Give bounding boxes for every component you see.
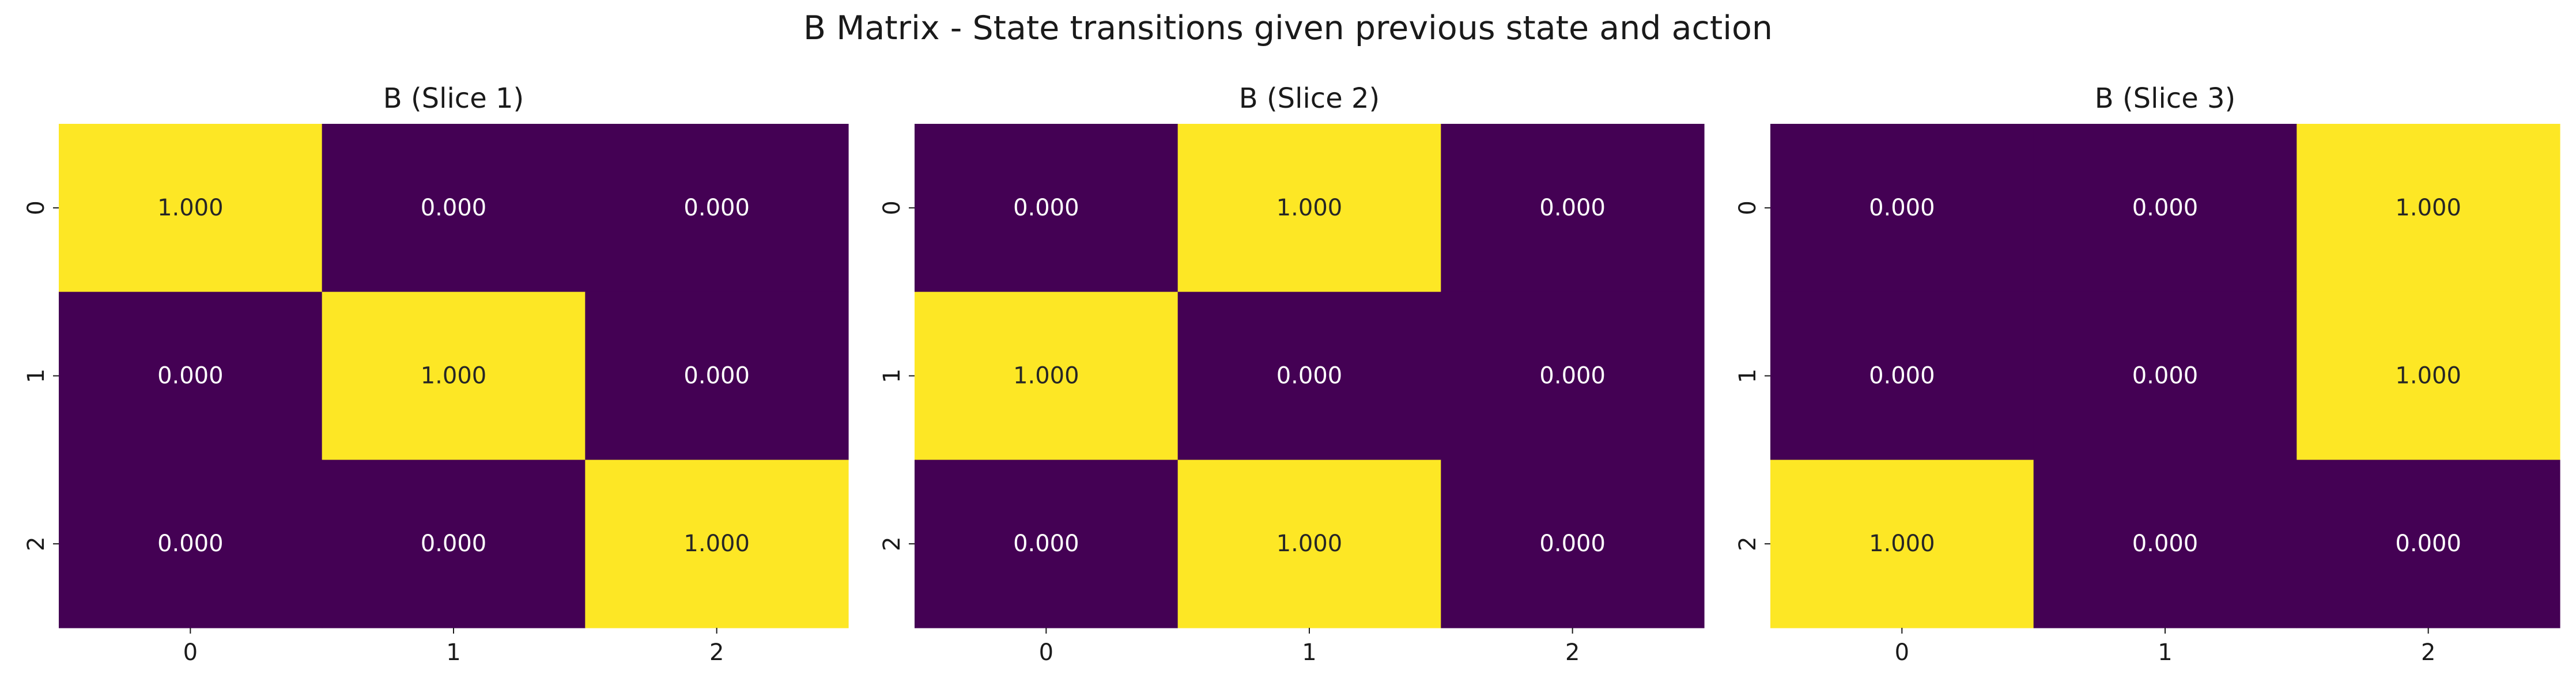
cell-value-label: 0.000 [1539, 363, 1606, 389]
y-tick-label: 0 [1735, 200, 1761, 215]
heatmap-cell [1770, 460, 2034, 628]
y-tick-label: 2 [23, 536, 50, 551]
x-tick-label: 2 [1565, 639, 1580, 666]
y-tick-label: 2 [1735, 536, 1761, 551]
heatmap-cell [2297, 291, 2560, 460]
heatmap-cell [1177, 124, 1441, 293]
x-tick-label: 0 [1895, 639, 1909, 666]
cell-value-label: 0.000 [683, 195, 750, 221]
y-tick-label: 1 [23, 369, 50, 383]
cell-value-label: 0.000 [1539, 195, 1606, 221]
cell-value-label: 1.000 [1276, 195, 1343, 221]
cell-value-label: 0.000 [2395, 530, 2461, 557]
cell-value-label: 1.000 [683, 530, 750, 557]
cell-value-label: 0.000 [2132, 530, 2199, 557]
heatmap-cell [59, 124, 323, 293]
x-tick-label: 1 [2158, 639, 2172, 666]
x-tick-label: 1 [446, 639, 460, 666]
cell-value-label: 1.000 [1276, 530, 1343, 557]
panel-title: B (Slice 1) [383, 82, 524, 115]
heatmap-panel-3: B (Slice 3) 0.000 0.000 1.000 0.000 0.000 1.00… [1735, 82, 2560, 666]
heatmap-cell [1177, 291, 1441, 460]
y-tick-label: 2 [879, 536, 905, 551]
cell-value-label: 0.000 [1869, 363, 1935, 389]
heatmap-cell [1770, 124, 2034, 293]
cell-value-label: 1.000 [421, 363, 487, 389]
cell-value-label: 0.000 [1276, 363, 1343, 389]
cell-value-label: 1.000 [1869, 530, 1935, 557]
cell-value-label: 0.000 [157, 363, 224, 389]
heatmap-cell [322, 291, 586, 460]
chart-title: B Matrix - State transitions given previ… [803, 9, 1773, 47]
heatmap-cell [2297, 124, 2560, 293]
panel-title: B (Slice 3) [2095, 82, 2236, 115]
heatmap-cell [915, 124, 1179, 293]
cell-value-label: 0.000 [683, 363, 750, 389]
cell-value-label: 1.000 [2395, 363, 2461, 389]
heatmap-cell [1770, 291, 2034, 460]
panel-title: B (Slice 2) [1239, 82, 1380, 115]
heatmap-cell [322, 124, 586, 293]
y-tick-label: 0 [23, 200, 50, 215]
heatmap-cell [1441, 291, 1705, 460]
y-tick-label: 0 [879, 200, 905, 215]
cell-value-label: 0.000 [421, 530, 487, 557]
cell-value-label: 0.000 [2132, 195, 2199, 221]
heatmap-panel-1: B (Slice 1) 1.000 0.000 0.000 0.000 1.000 0.00… [23, 82, 849, 666]
cell-value-label: 0.000 [2132, 363, 2199, 389]
y-tick-label: 1 [879, 369, 905, 383]
cell-value-label: 1.000 [157, 195, 224, 221]
x-tick-label: 1 [1302, 639, 1316, 666]
x-tick-label: 2 [709, 639, 724, 666]
cell-value-label: 0.000 [1539, 530, 1606, 557]
heatmap-panel-2: B (Slice 2) 0.000 1.000 0.000 1.000 0.000 0.00… [879, 82, 1705, 666]
heatmap-cell [585, 460, 849, 628]
cell-value-label: 0.000 [1013, 195, 1079, 221]
heatmap-cell [1177, 460, 1441, 628]
cell-value-label: 1.000 [2395, 195, 2461, 221]
cell-value-label: 0.000 [1869, 195, 1935, 221]
heatmap-cell [1441, 124, 1705, 293]
cell-value-label: 0.000 [421, 195, 487, 221]
heatmap-cell [2033, 460, 2297, 628]
x-tick-label: 0 [183, 639, 198, 666]
heatmap-cell [915, 291, 1179, 460]
heatmap-cell [2033, 124, 2297, 293]
y-tick-label: 1 [1735, 369, 1761, 383]
heatmap-cell [585, 124, 849, 293]
x-tick-label: 0 [1039, 639, 1053, 666]
heatmap-cell [59, 291, 323, 460]
cell-value-label: 0.000 [1013, 530, 1079, 557]
heatmap-cell [585, 291, 849, 460]
cell-value-label: 1.000 [1013, 363, 1079, 389]
heatmap-cell [322, 460, 586, 628]
heatmap-cell [59, 460, 323, 628]
x-tick-label: 2 [2421, 639, 2435, 666]
heatmap-cell [2297, 460, 2560, 628]
heatmap-cell [915, 460, 1179, 628]
heatmap-panels: B (Slice 1) 1.000 0.000 0.000 0.000 1.000 0.00… [23, 82, 2560, 666]
heatmap-cell [1441, 460, 1705, 628]
heatmap-cell [2033, 291, 2297, 460]
cell-value-label: 0.000 [157, 530, 224, 557]
